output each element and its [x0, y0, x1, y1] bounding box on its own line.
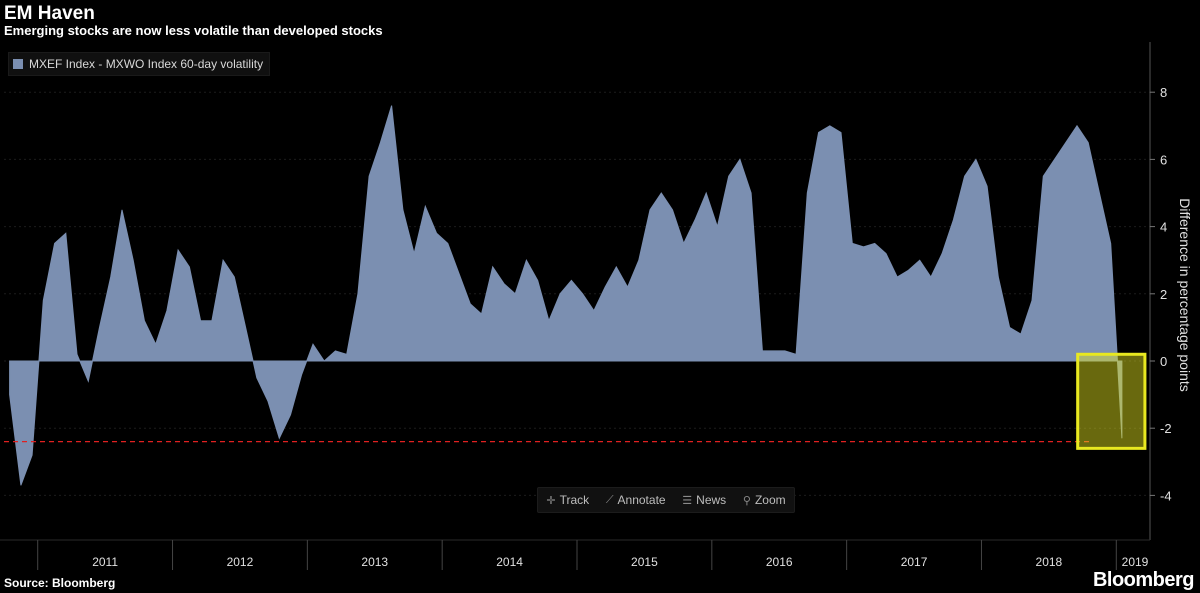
area-series	[9, 105, 1123, 486]
pencil-icon: ⟋	[605, 493, 614, 506]
x-year-label: 2016	[766, 555, 793, 569]
y-tick-label: -4	[1160, 488, 1172, 503]
y-tick-label: 6	[1160, 152, 1167, 167]
y-axis-title-text: Difference in percentage points	[1177, 198, 1193, 392]
x-year-label: 2019	[1122, 555, 1149, 569]
zoom-label: Zoom	[754, 493, 786, 507]
y-tick-label: 4	[1160, 220, 1167, 235]
chart-legend: MXEF Index - MXWO Index 60-day volatilit…	[8, 52, 271, 76]
y-tick-label: -2	[1160, 421, 1172, 436]
annotate-button[interactable]: ⟋ Annotate	[606, 493, 666, 507]
bloomberg-logo: Bloomberg	[1092, 569, 1195, 591]
crosshair-icon: ✛	[546, 494, 556, 507]
legend-label: MXEF Index - MXWO Index 60-day volatilit…	[29, 57, 264, 71]
track-label: Track	[559, 493, 590, 507]
x-year-label: 2015	[631, 555, 658, 569]
y-axis-title: Difference in percentage points	[1176, 180, 1194, 410]
magnifier-icon: ⚲	[742, 494, 751, 507]
x-year-label: 2018	[1036, 555, 1063, 569]
legend-swatch	[13, 59, 23, 69]
y-tick-label: 8	[1160, 85, 1167, 100]
chart-toolbar: ✛ Track ⟋ Annotate ☰ News ⚲ Zoom	[537, 487, 795, 513]
track-button[interactable]: ✛ Track	[546, 493, 589, 507]
x-year-label: 2012	[227, 555, 254, 569]
y-tick-label: 0	[1160, 354, 1167, 369]
x-year-label: 2013	[361, 555, 388, 569]
news-button[interactable]: ☰ News	[682, 493, 726, 507]
annotate-label: Annotate	[617, 493, 666, 507]
source-note: Source: Bloomberg	[4, 576, 116, 590]
x-year-label: 2017	[901, 555, 928, 569]
x-year-label: 2011	[92, 555, 118, 569]
x-year-label: 2014	[496, 555, 523, 569]
y-tick-label: 2	[1160, 287, 1167, 302]
highlight-box	[1076, 352, 1147, 450]
news-label: News	[696, 493, 727, 507]
chart-subtitle: Emerging stocks are now less volatile th…	[4, 23, 383, 38]
zoom-button[interactable]: ⚲ Zoom	[743, 493, 786, 507]
chart-title: EM Haven	[4, 3, 95, 24]
news-icon: ☰	[682, 494, 693, 507]
